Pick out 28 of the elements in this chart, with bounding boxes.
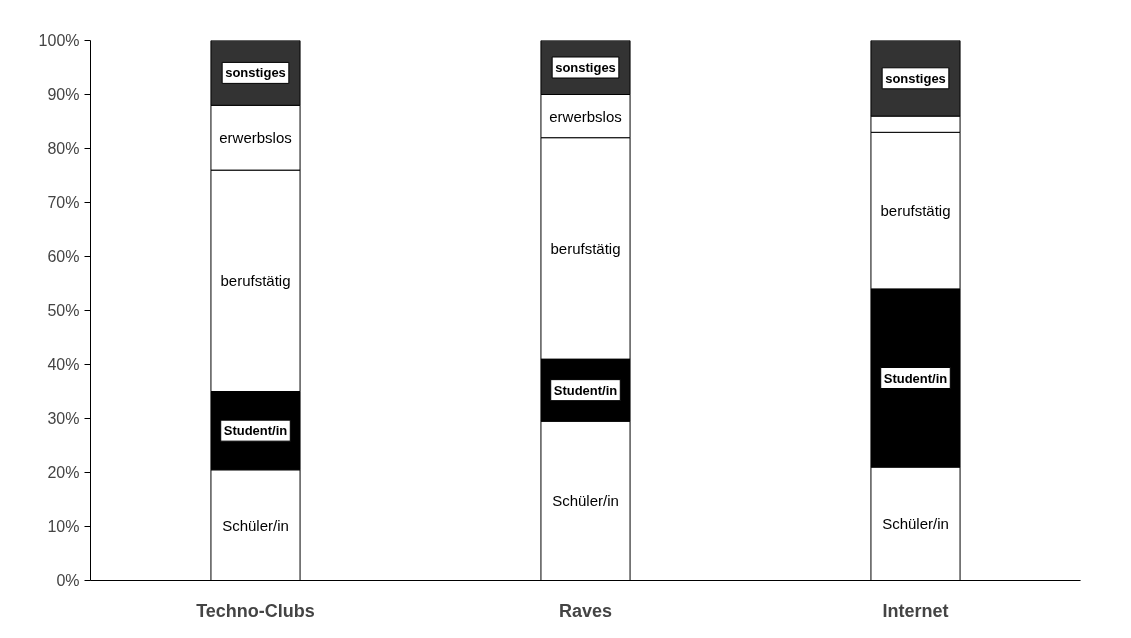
y-tick-label: 20% [47,464,80,481]
x-tick-label: Techno-Clubs [196,600,315,621]
y-tick-label: 10% [47,518,80,535]
text: erwerbslos [219,129,292,147]
y-tick-label: 30% [47,410,80,427]
y-tick-label: 60% [47,248,80,265]
text: sonstiges [885,70,946,86]
series-label: Student/in [553,382,618,398]
x-tick-label: Internet [882,600,949,621]
series-label: sonstiges [555,60,616,75]
y-tick-label: 90% [47,86,80,103]
y-tick-label: 40% [47,356,80,373]
y-tick-label: 50% [47,302,80,319]
text: berufstätig [880,202,951,220]
x-tick-label: Raves [558,600,613,621]
y-tick-label: 80% [47,140,80,157]
series-label: berufstätig [550,239,621,257]
text: Schüler/in [222,516,289,534]
text: Student/in [223,423,288,439]
series-label: Schüler/in [552,492,619,510]
text: sonstiges [225,65,286,81]
text: Student/in [883,370,948,386]
y-tick-label: 70% [47,194,80,211]
y-tick-label: 0% [56,572,80,589]
series-label: erwerbslos [549,107,622,125]
text: Schüler/in [882,515,949,533]
text: berufstätig [220,272,291,290]
y-tick-label: 100% [38,32,80,49]
